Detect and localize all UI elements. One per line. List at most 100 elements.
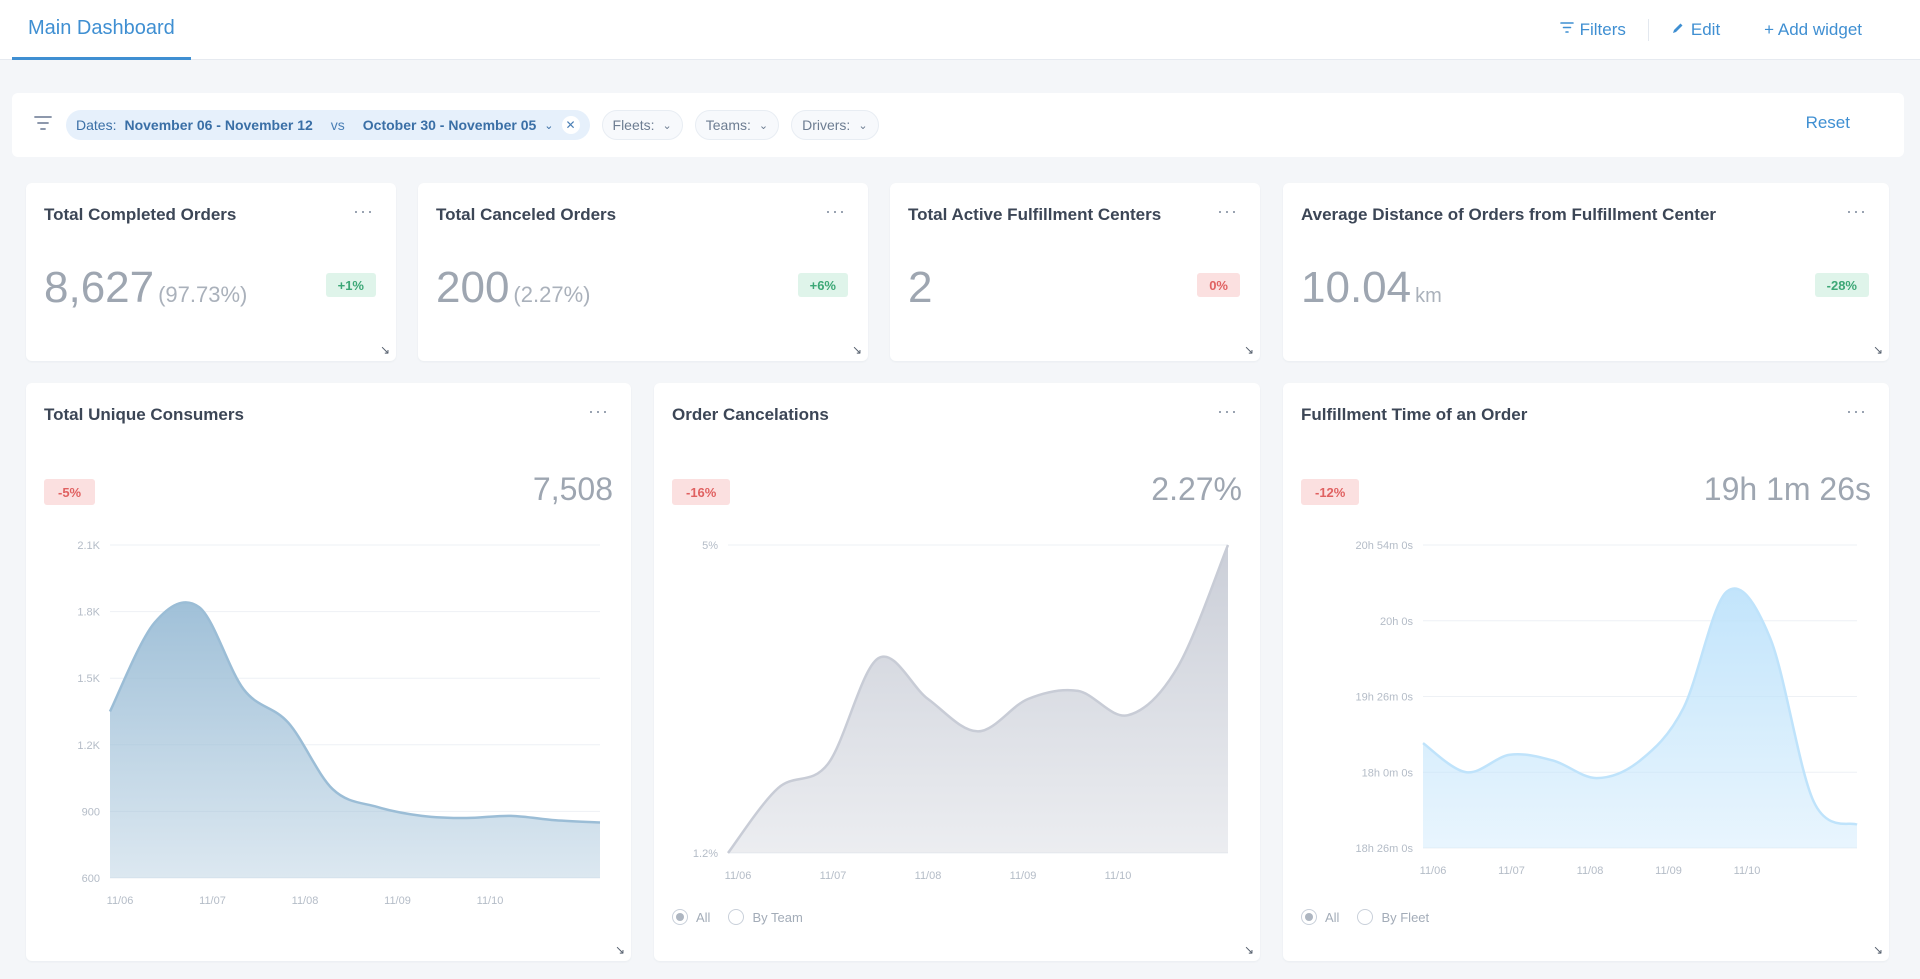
radio-by-team-label: By Team [752, 909, 803, 925]
data-point [877, 657, 880, 660]
more-options-icon[interactable]: ··· [1846, 201, 1867, 221]
date-chip-current: November 06 - November 12 [124, 117, 313, 133]
kpi-number: 10.04 [1301, 263, 1412, 312]
data-point [1682, 707, 1685, 710]
series-area [1423, 588, 1857, 848]
kpi-value: 8,627 (97.73%) [44, 263, 247, 313]
card-title: Total Unique Consumers [44, 405, 244, 424]
data-point [509, 814, 512, 817]
more-options-icon[interactable]: ··· [825, 201, 846, 221]
data-point [109, 710, 112, 713]
data-point [1725, 590, 1728, 593]
data-point [1027, 698, 1030, 701]
filters-button[interactable]: Filters [1538, 15, 1648, 45]
change-badge: +6% [797, 273, 848, 297]
radio-dot [1301, 909, 1317, 925]
data-point [198, 606, 201, 609]
x-tick-label: 11/08 [915, 870, 942, 882]
x-tick-label: 11/10 [477, 895, 504, 907]
filter-icon [1559, 20, 1574, 40]
series-line [1422, 587, 1858, 826]
filters-button-label: Filters [1579, 20, 1626, 39]
add-widget-button[interactable]: + Add widget [1742, 15, 1884, 45]
add-widget-button-label: + Add widget [1764, 20, 1862, 39]
series-line [108, 601, 601, 824]
close-icon[interactable]: ✕ [561, 116, 580, 134]
more-options-icon[interactable]: ··· [1217, 401, 1238, 421]
x-tick-label: 11/09 [1010, 870, 1037, 882]
resize-handle-icon[interactable]: ↘ [851, 343, 862, 357]
y-tick-label: 600 [82, 873, 100, 885]
chart-summary-value: 2.27% [1151, 471, 1242, 507]
x-tick-label: 11/06 [1420, 865, 1447, 877]
data-point [1552, 759, 1555, 762]
x-tick-label: 11/06 [107, 895, 134, 907]
drivers-filter-chip[interactable]: Drivers: ⌄ [791, 110, 879, 140]
kpi-value: 200 (2.27%) [436, 263, 590, 313]
series-toggle: All By Team [672, 909, 803, 925]
radio-by-team[interactable]: By Team [728, 909, 803, 925]
more-options-icon[interactable]: ··· [1217, 201, 1238, 221]
radio-by-fleet[interactable]: By Fleet [1357, 909, 1429, 925]
fulfillment-area-chart: 20h 54m 0s 20h 0s 19h 26m 0s 18h 0m 0s 18h 2… [1356, 540, 1858, 877]
change-badge: 0% [1197, 273, 1240, 297]
chart-summary-value: 7,508 [532, 471, 613, 507]
resize-handle-icon[interactable]: ↘ [1872, 943, 1883, 957]
y-tick-label: 1.5K [77, 673, 100, 685]
more-options-icon[interactable]: ··· [1846, 401, 1867, 421]
cancelations-area-chart: 5% 1.2% 11/06 11/07 11/08 11/09 11/10 [693, 540, 1230, 882]
series-area [728, 545, 1228, 853]
y-tick-label: 1.8K [77, 607, 100, 619]
series-line [727, 544, 1230, 854]
kpi-number: 200 [436, 263, 510, 312]
resize-handle-icon[interactable]: ↘ [379, 343, 390, 357]
radio-all[interactable]: All [1301, 909, 1339, 925]
tab-main-dashboard[interactable]: Main Dashboard [12, 0, 191, 60]
y-tick-label: 1.2K [77, 740, 100, 752]
fleets-filter-chip[interactable]: Fleets: ⌄ [601, 110, 683, 140]
data-point [777, 787, 780, 790]
radio-dot [1357, 909, 1374, 925]
resize-handle-icon[interactable]: ↘ [1872, 343, 1883, 357]
teams-filter-chip[interactable]: Teams: ⌄ [694, 110, 780, 140]
date-range-chip[interactable]: Dates: November 06 - November 12 vs Octo… [66, 110, 590, 140]
y-tick-label: 19h 26m 0s [1356, 692, 1414, 704]
radio-all[interactable]: All [672, 909, 710, 925]
data-point [1127, 714, 1130, 717]
change-badge: -5% [44, 479, 96, 505]
change-badge: -12% [1301, 479, 1360, 505]
x-tick-label: 11/10 [1734, 865, 1761, 877]
date-chip-previous: October 30 - November 05 [362, 117, 537, 133]
x-tick-label: 11/09 [384, 895, 411, 907]
x-tick-label: 11/06 [725, 870, 752, 882]
reset-button[interactable]: Reset [1805, 113, 1850, 132]
data-point [1508, 753, 1511, 756]
radio-all-label: All [696, 909, 711, 925]
data-point [153, 621, 156, 624]
more-options-icon[interactable]: ··· [353, 201, 374, 221]
card-title: Order Cancelations [672, 405, 829, 424]
chevron-down-icon: ⌄ [544, 119, 554, 132]
data-point [1227, 544, 1230, 547]
more-options-icon[interactable]: ··· [588, 401, 609, 421]
x-tick-label: 11/08 [292, 895, 319, 907]
filter-funnel-icon[interactable] [32, 112, 54, 139]
data-point [1422, 742, 1425, 745]
y-tick-label: 20h 54m 0s [1356, 540, 1414, 552]
change-badge: -16% [672, 479, 731, 505]
y-tick-label: 1.2% [693, 848, 718, 860]
kpi-card-active-fulfillment-centers: Total Active Fulfillment Centers ··· 2 0… [890, 183, 1260, 361]
y-tick-label: 18h 0m 0s [1362, 767, 1414, 779]
kpi-sub: (2.27%) [513, 282, 591, 307]
data-point [927, 698, 930, 701]
resize-handle-icon[interactable]: ↘ [1243, 943, 1254, 957]
data-point [465, 817, 468, 820]
resize-handle-icon[interactable]: ↘ [1243, 343, 1254, 357]
fleets-filter-label: Fleets: [612, 117, 655, 133]
x-tick-label: 11/10 [1105, 870, 1132, 882]
chevron-down-icon: ⌄ [662, 119, 672, 132]
edit-button[interactable]: Edit [1649, 15, 1742, 45]
chart-summary-value: 19h 1m 26s [1703, 471, 1871, 507]
resize-handle-icon[interactable]: ↘ [614, 943, 625, 957]
y-tick-label: 900 [82, 806, 100, 818]
